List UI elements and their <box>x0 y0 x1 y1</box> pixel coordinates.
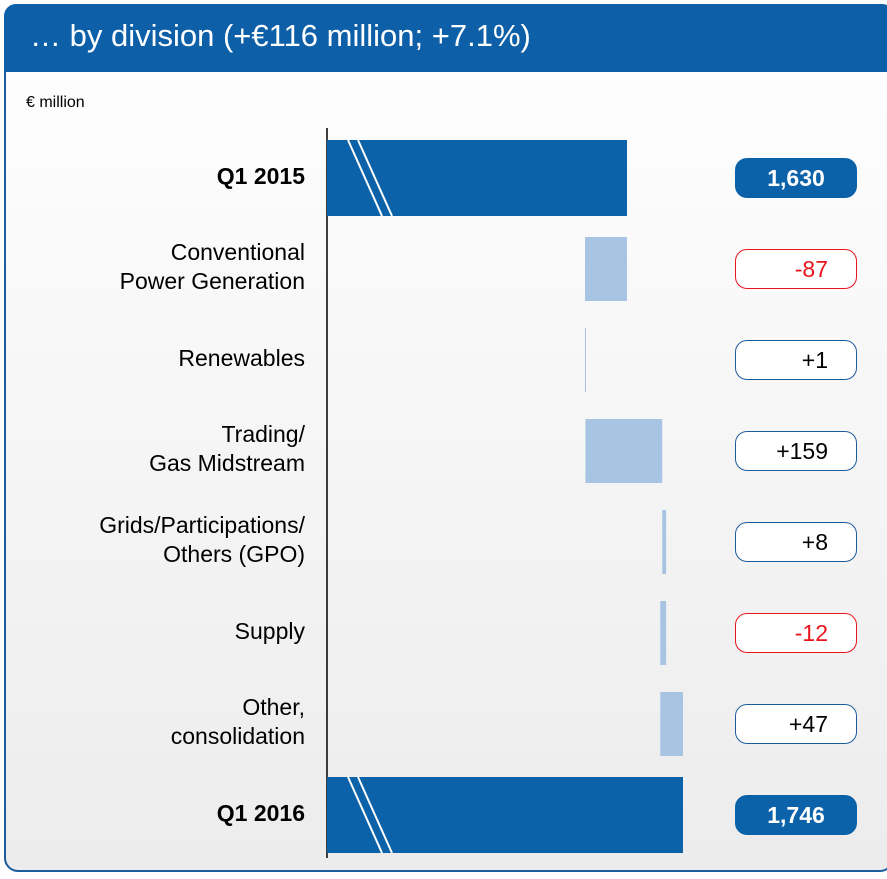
chart-title: … by division (+€116 million; +7.1%) <box>30 18 531 53</box>
category-label: Conventional Power Generation <box>119 239 305 294</box>
category-label: Renewables <box>178 344 305 371</box>
total-label: 1,630 <box>735 158 857 198</box>
category-label: Other, consolidation <box>170 694 305 749</box>
axis-break <box>347 776 383 854</box>
axis-break <box>357 776 393 854</box>
category-label: Supply <box>234 617 305 644</box>
category-label: Grids/Participations/ Others (GPO) <box>99 512 305 567</box>
total-bar <box>327 140 627 216</box>
delta-label: -87 <box>735 249 857 289</box>
delta-label: -12 <box>735 613 857 653</box>
delta-label: +1 <box>735 340 857 380</box>
delta-bar <box>585 419 663 483</box>
delta-bar <box>660 601 667 665</box>
delta-bar <box>585 328 586 392</box>
delta-bar <box>660 692 683 756</box>
category-label: Trading/ Gas Midstream <box>149 421 305 476</box>
category-label: Q1 2016 <box>216 799 305 826</box>
axis-break <box>347 139 383 217</box>
axis-break <box>357 139 393 217</box>
unit-label: € million <box>26 94 85 111</box>
title-bar: … by division (+€116 million; +7.1%) <box>4 4 887 72</box>
delta-label: +8 <box>735 522 857 562</box>
delta-bar <box>585 237 627 301</box>
delta-label: +47 <box>735 704 857 744</box>
category-label: Q1 2015 <box>216 162 305 189</box>
delta-label: +159 <box>735 431 857 471</box>
total-label: 1,746 <box>735 795 857 835</box>
total-bar <box>327 777 683 853</box>
delta-bar <box>662 510 667 574</box>
